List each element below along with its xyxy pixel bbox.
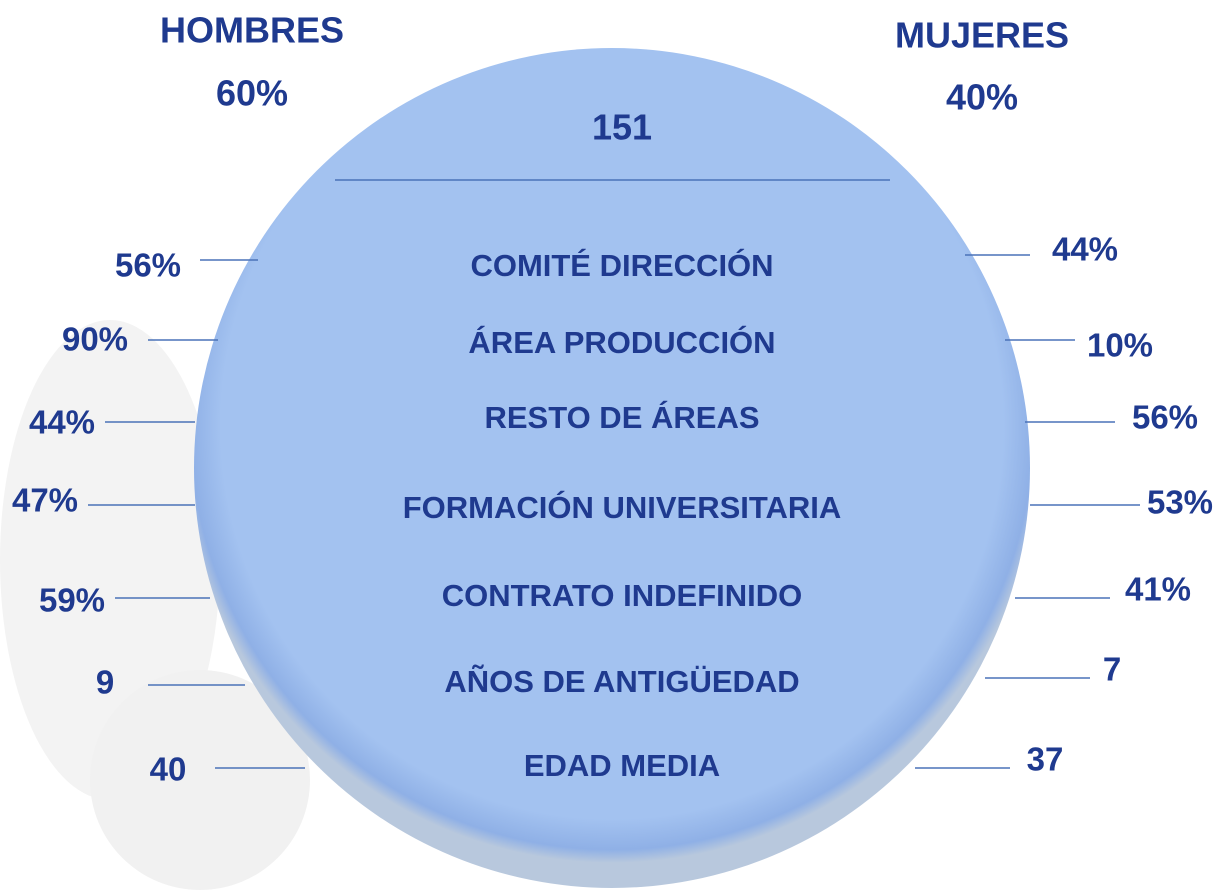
row-label: EDAD MEDIA — [524, 748, 720, 783]
left-value: 90% — [62, 321, 128, 358]
left-value: 47% — [12, 482, 78, 519]
left-value: 56% — [115, 247, 181, 284]
row-label: ÁREA PRODUCCIÓN — [468, 324, 775, 360]
left-title: HOMBRES — [160, 10, 344, 51]
right-title: MUJERES — [895, 15, 1069, 56]
right-value: 44% — [1052, 231, 1118, 268]
right-value: 40% — [946, 77, 1018, 118]
right-value: 37 — [1027, 741, 1064, 778]
left-value: 59% — [39, 582, 105, 619]
background-shape — [90, 670, 310, 890]
left-value: 60% — [216, 73, 288, 114]
right-value: 41% — [1125, 571, 1191, 608]
right-value: 7 — [1103, 651, 1121, 688]
left-value: 9 — [96, 664, 114, 701]
total: 151 — [592, 107, 652, 148]
left-value: 44% — [29, 404, 95, 441]
row-label: RESTO DE ÁREAS — [484, 400, 759, 435]
right-value: 10% — [1087, 327, 1153, 364]
row-label: COMITÉ DIRECCIÓN — [470, 247, 773, 283]
row-label: CONTRATO INDEFINIDO — [442, 578, 803, 613]
left-value: 40 — [150, 751, 187, 788]
circle — [194, 48, 1030, 888]
row-label: AÑOS DE ANTIGÜEDAD — [444, 664, 799, 699]
row-label: FORMACIÓN UNIVERSITARIA — [403, 489, 842, 525]
right-value: 53% — [1147, 484, 1213, 521]
right-value: 56% — [1132, 399, 1198, 436]
